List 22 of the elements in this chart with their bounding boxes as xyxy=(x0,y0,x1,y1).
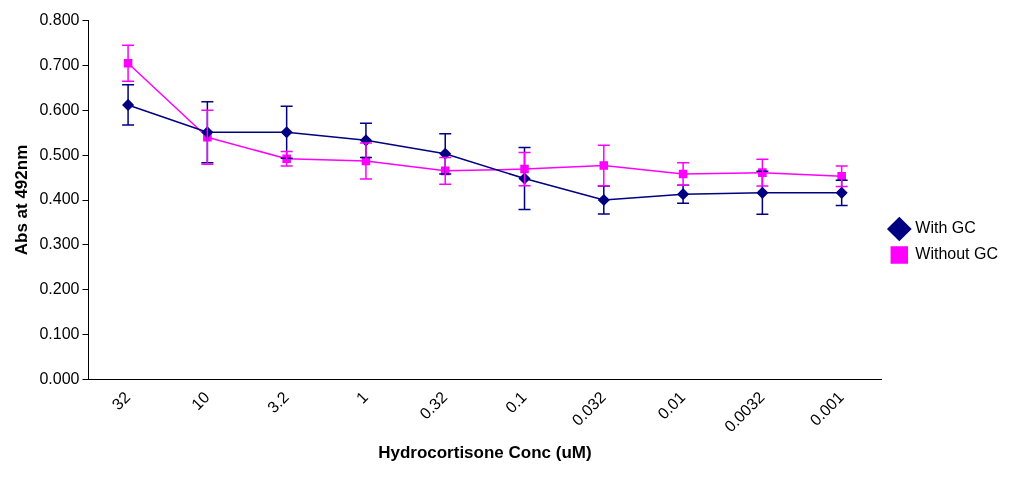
x-tick-label: 0.32 xyxy=(416,388,451,423)
x-tick-label: 0.1 xyxy=(502,388,530,417)
y-tick-label: 0.600 xyxy=(39,100,80,118)
x-axis-title: Hydrocortisone Conc (uM) xyxy=(378,443,592,463)
y-tick-label: 0.000 xyxy=(39,369,80,387)
x-tick-label: 3.2 xyxy=(264,388,292,417)
point xyxy=(837,171,846,181)
legend-label: With GC xyxy=(915,219,976,237)
y-tick-label: 0.800 xyxy=(39,11,80,29)
y-tick-label: 0.700 xyxy=(39,55,80,73)
y-tick-label: 0.200 xyxy=(39,280,80,298)
x-tick-label: 0.01 xyxy=(654,388,689,423)
x-tick-label: 32 xyxy=(108,388,134,414)
x-tick-label: 1 xyxy=(352,388,372,407)
x-tick-label: 10 xyxy=(188,388,213,414)
legend-label: Without GC xyxy=(915,245,998,263)
y-tick-label: 0.100 xyxy=(39,324,80,342)
y-tick-label: 0.400 xyxy=(39,190,80,208)
y-tick-label: 0.500 xyxy=(39,145,80,163)
point xyxy=(520,164,529,174)
y-tick-label: 0.300 xyxy=(39,235,80,253)
y-axis-title: Abs at 492nm xyxy=(11,144,31,256)
